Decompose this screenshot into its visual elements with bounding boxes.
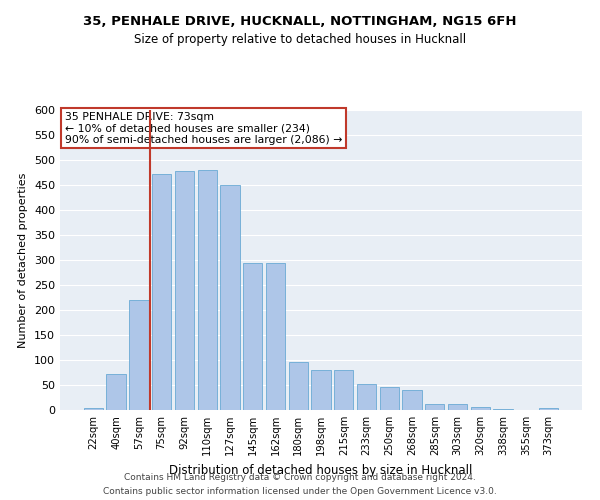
Bar bbox=[84, 408, 103, 410]
Bar bbox=[448, 404, 467, 410]
Bar bbox=[197, 170, 217, 410]
Bar bbox=[493, 409, 513, 410]
Bar bbox=[403, 390, 422, 410]
Text: Size of property relative to detached houses in Hucknall: Size of property relative to detached ho… bbox=[134, 32, 466, 46]
Bar bbox=[243, 262, 262, 410]
Bar bbox=[175, 171, 194, 410]
Bar bbox=[311, 370, 331, 410]
Bar bbox=[334, 370, 353, 410]
Bar bbox=[220, 185, 239, 410]
Text: 35 PENHALE DRIVE: 73sqm
← 10% of detached houses are smaller (234)
90% of semi-d: 35 PENHALE DRIVE: 73sqm ← 10% of detache… bbox=[65, 112, 343, 144]
Bar bbox=[152, 174, 172, 410]
Bar bbox=[470, 406, 490, 410]
Bar bbox=[357, 384, 376, 410]
X-axis label: Distribution of detached houses by size in Hucknall: Distribution of detached houses by size … bbox=[169, 464, 473, 476]
Bar bbox=[129, 300, 149, 410]
Bar bbox=[266, 262, 285, 410]
Text: Contains public sector information licensed under the Open Government Licence v3: Contains public sector information licen… bbox=[103, 488, 497, 496]
Text: Contains HM Land Registry data © Crown copyright and database right 2024.: Contains HM Land Registry data © Crown c… bbox=[124, 472, 476, 482]
Y-axis label: Number of detached properties: Number of detached properties bbox=[19, 172, 28, 348]
Bar bbox=[106, 374, 126, 410]
Text: 35, PENHALE DRIVE, HUCKNALL, NOTTINGHAM, NG15 6FH: 35, PENHALE DRIVE, HUCKNALL, NOTTINGHAM,… bbox=[83, 15, 517, 28]
Bar bbox=[380, 386, 399, 410]
Bar bbox=[289, 362, 308, 410]
Bar bbox=[425, 404, 445, 410]
Bar bbox=[539, 408, 558, 410]
